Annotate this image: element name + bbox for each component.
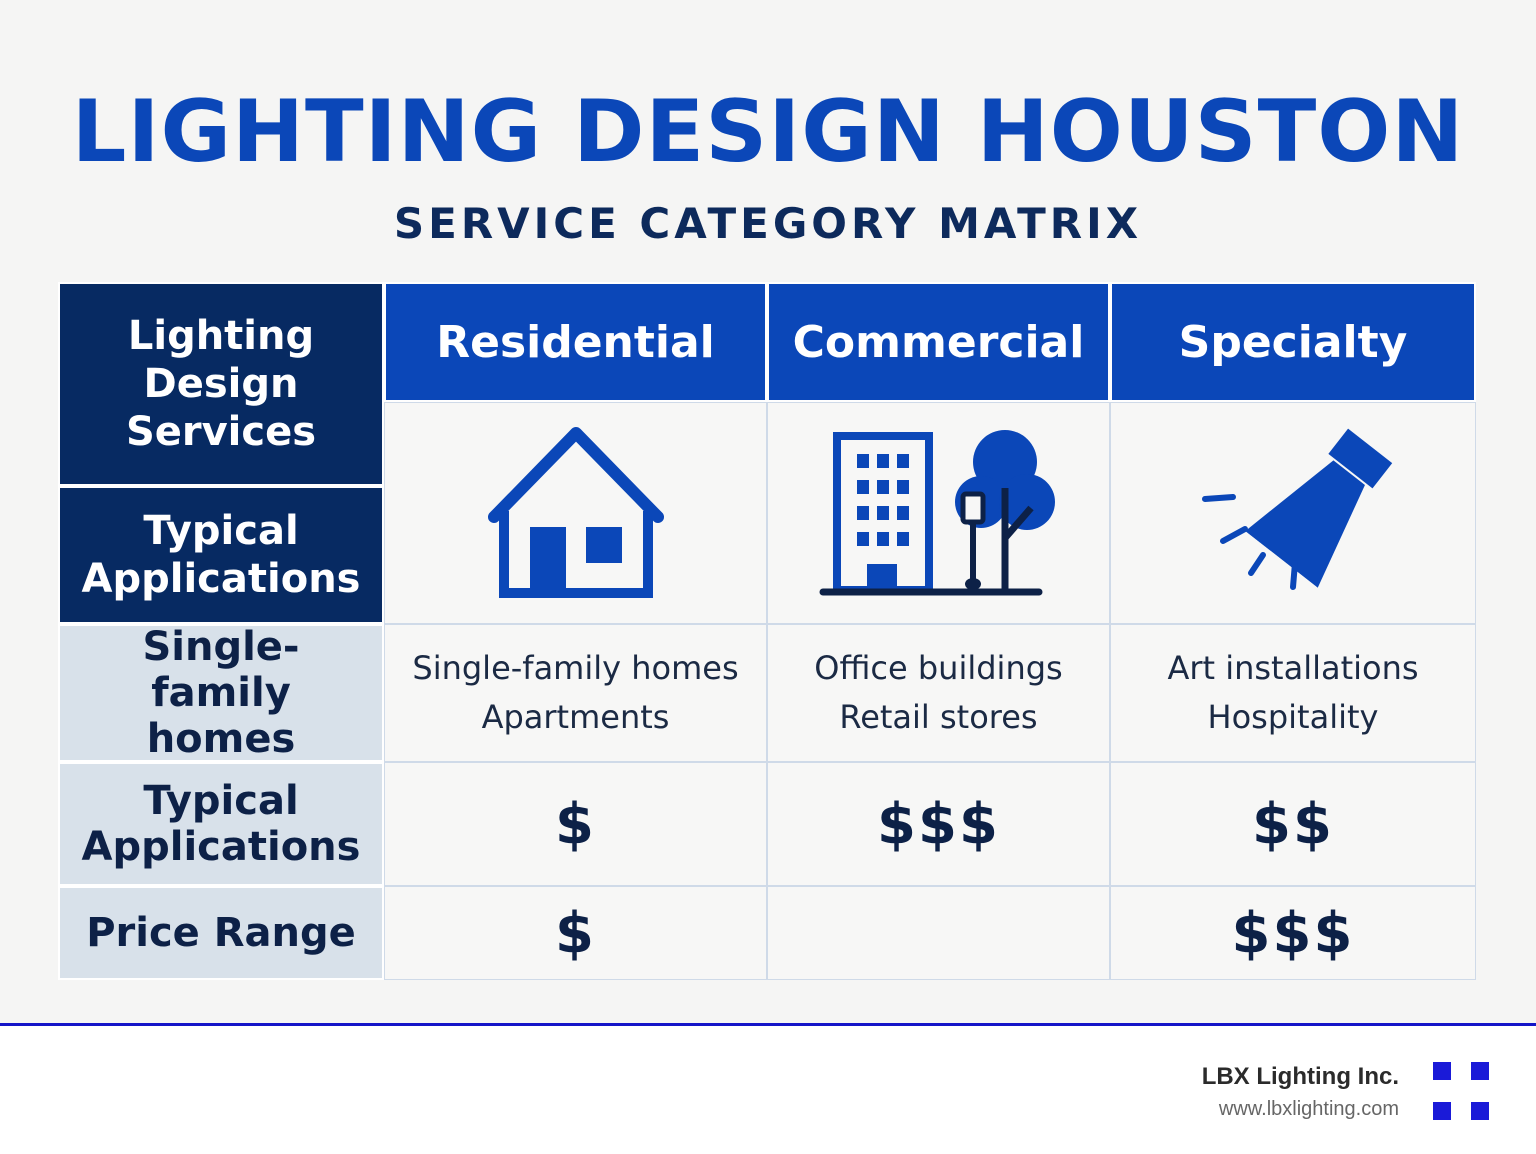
commercial-price-range — [767, 886, 1110, 980]
company-name: LBX Lighting Inc. — [1201, 1063, 1399, 1090]
page-title: LIGHTING DESIGN HOUSTON — [71, 82, 1465, 182]
page-subtitle: SERVICE CATEGORY MATRIX — [393, 199, 1143, 248]
company-logo — [1433, 1062, 1491, 1124]
residential-price-range: $ — [384, 886, 767, 980]
application-item: Retail stores — [839, 698, 1038, 736]
specialty-price-range: $$$ — [1110, 886, 1476, 980]
corner-header: Lighting Design Services — [58, 282, 384, 486]
commercial-icon-cell — [767, 402, 1110, 624]
specialty-applications: Art installations Hospitality — [1110, 624, 1476, 762]
office-building-with-tree-icon — [819, 430, 1055, 596]
company-website: www.lbxlighting.com — [1218, 1098, 1399, 1120]
column-header-commercial: Commercial — [767, 282, 1110, 402]
residential-applications: Single-family homes Apartments — [384, 624, 767, 762]
commercial-applications: Office buildings Retail stores — [767, 624, 1110, 762]
commercial-typical-value: $$$ — [767, 762, 1110, 886]
application-item: Office buildings — [814, 649, 1063, 687]
footer — [0, 1026, 1536, 1154]
application-item: Art installations — [1167, 649, 1419, 687]
specialty-typical-value: $$ — [1110, 762, 1476, 886]
row-label-typical-applications-2: Typical Applications — [58, 762, 384, 886]
column-header-specialty: Specialty — [1110, 282, 1476, 402]
house-icon — [487, 427, 664, 598]
row-label-typical-applications-1: Typical Applications — [58, 486, 384, 624]
column-header-residential: Residential — [384, 282, 767, 402]
application-item: Hospitality — [1207, 698, 1379, 736]
application-item: Apartments — [481, 698, 670, 736]
row-label-price-range: Price Range — [58, 886, 384, 980]
spotlight-icon — [1202, 428, 1393, 590]
application-item: Single-family homes — [412, 649, 739, 687]
residential-typical-value: $ — [384, 762, 767, 886]
row-label-single-family-homes: Single-family homes — [58, 624, 384, 762]
residential-icon-cell — [384, 402, 767, 624]
footer-divider — [0, 1023, 1536, 1026]
service-matrix-table: Lighting Design Services Residential Com… — [58, 282, 1476, 980]
specialty-icon-cell — [1110, 402, 1476, 624]
